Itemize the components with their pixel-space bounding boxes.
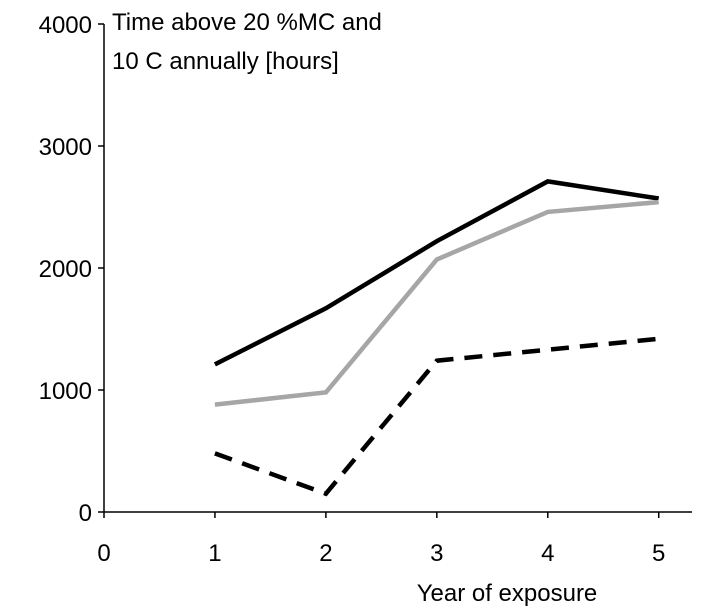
x-axis-title: Year of exposure: [417, 580, 598, 607]
y-tick-label: 1000: [39, 378, 92, 405]
series-layer: [213, 179, 660, 497]
series-line-1: [213, 179, 660, 367]
x-tick-label: 5: [652, 540, 665, 567]
y-tick-label: 3000: [39, 134, 92, 161]
x-tick-label: 1: [208, 540, 221, 567]
chart-title: Time above 20 %MC and 10 C annually [hou…: [112, 9, 382, 75]
y-tick-label: 2000: [39, 256, 92, 283]
axes: 0 1000 2000 3000 4000 0 1 2 3 4 5: [39, 12, 692, 567]
series-line-2: [214, 199, 659, 407]
chart-title-line-1: Time above 20 %MC and: [112, 9, 382, 36]
x-tick-label: 0: [97, 540, 110, 567]
x-tick-label: 4: [541, 540, 554, 567]
series-line-3: [214, 336, 659, 497]
y-tick-label: 4000: [39, 12, 92, 39]
x-tick-label: 2: [319, 540, 332, 567]
y-tick-label: 0: [79, 500, 92, 527]
x-tick-label: 3: [430, 540, 443, 567]
chart-title-line-2: 10 C annually [hours]: [112, 48, 339, 75]
